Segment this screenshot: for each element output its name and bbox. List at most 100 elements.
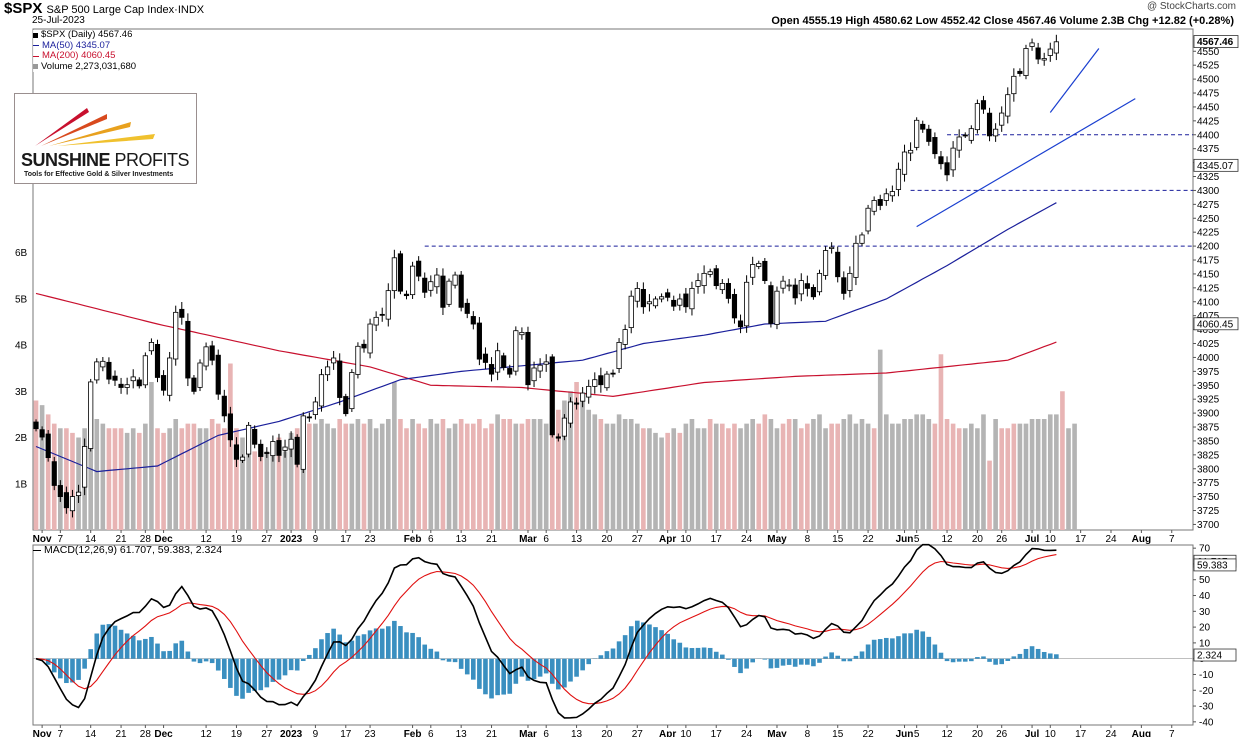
- candle-body: [567, 401, 574, 424]
- candle-body: [331, 357, 337, 364]
- macd-x-label: 17: [340, 729, 352, 737]
- macd-histogram-bar: [531, 658, 537, 680]
- volume-bar: [908, 419, 913, 530]
- volume-bar: [877, 349, 883, 530]
- macd-histogram-bar: [197, 658, 203, 664]
- candle-body: [652, 298, 659, 307]
- candle-body: [798, 280, 804, 295]
- candle-body: [428, 281, 434, 291]
- volume-bar: [458, 419, 464, 530]
- macd-histogram-bar: [671, 639, 677, 659]
- price-x-label: 17: [711, 534, 723, 545]
- candle-body: [1041, 58, 1047, 61]
- macd-histogram-bar: [835, 655, 841, 659]
- macd-histogram-bar: [598, 655, 604, 659]
- price-x-label: 10: [1045, 534, 1057, 545]
- macd-histogram-bar: [1023, 648, 1029, 659]
- candle-body: [513, 330, 519, 372]
- volume-bar: [768, 419, 774, 530]
- macd-histogram-bar: [695, 647, 701, 659]
- macd-x-label: 17: [1075, 729, 1087, 737]
- candle-body: [986, 112, 993, 137]
- macd-histogram-bar: [228, 658, 233, 688]
- candle-body: [999, 112, 1005, 126]
- macd-histogram-bar: [549, 658, 555, 684]
- volume-bar: [76, 437, 81, 530]
- candle-body: [701, 272, 707, 287]
- price-tick-label: 3900: [1197, 409, 1220, 420]
- candle-body: [889, 191, 895, 197]
- candle-body: [488, 364, 495, 375]
- macd-tick-label: 10: [1199, 638, 1211, 649]
- candle-body: [604, 373, 610, 389]
- price-x-label: 5: [914, 534, 920, 545]
- candle-body: [63, 492, 69, 509]
- volume-bar: [209, 419, 215, 530]
- macd-x-label: 12: [941, 729, 953, 737]
- volume-bar: [64, 428, 69, 530]
- macd-histogram-bar: [1017, 653, 1023, 659]
- macd-histogram-bar: [222, 658, 227, 679]
- candle-body: [349, 372, 355, 410]
- volume-bar: [732, 423, 737, 530]
- macd-x-label: Jun: [896, 729, 914, 737]
- candle-body: [88, 381, 94, 449]
- macd-histogram-bar: [319, 639, 324, 659]
- candle-body: [100, 360, 106, 368]
- macd-histogram-bar: [975, 657, 980, 659]
- macd-histogram-bar: [185, 651, 191, 659]
- macd-histogram-bar: [677, 642, 683, 659]
- candle-body: [227, 413, 233, 441]
- candle-body: [1023, 48, 1029, 76]
- macd-x-label: 27: [261, 729, 273, 737]
- volume-bar: [197, 428, 203, 530]
- macd-tag-box: [1193, 558, 1237, 572]
- macd-histogram-bar: [440, 658, 446, 661]
- volume-bar: [130, 428, 136, 530]
- macd-x-label: 23: [365, 729, 377, 737]
- macd-histogram-bar: [659, 630, 664, 659]
- macd-histogram-bar: [398, 626, 403, 659]
- volume-bar: [149, 382, 154, 530]
- candle-body: [167, 357, 173, 396]
- candle-body: [774, 290, 780, 325]
- ohlc-readout: Open 4555.19 High 4580.62 Low 4552.42 Cl…: [771, 15, 1234, 27]
- macd-histogram-bar: [962, 658, 968, 662]
- macd-histogram-bar: [580, 658, 585, 671]
- logo-name: SUNSHINE PROFITS: [21, 150, 190, 170]
- macd-histogram-bar: [877, 639, 883, 659]
- macd-histogram-bar: [276, 658, 282, 680]
- volume-tick-label: 4B: [15, 341, 28, 352]
- macd-tag-box: [1193, 648, 1237, 662]
- macd-histogram-bar: [859, 651, 865, 659]
- candle-body: [446, 280, 452, 305]
- volume-bar: [853, 423, 859, 530]
- volume-bar: [896, 423, 901, 530]
- candle-body: [895, 168, 902, 190]
- macd-x-label: 6: [543, 729, 549, 737]
- price-x-label: 6: [428, 534, 434, 545]
- candle-body: [901, 151, 908, 175]
- volume-bar: [616, 414, 622, 530]
- volume-bar: [143, 423, 148, 530]
- candle-body: [409, 265, 416, 296]
- volume-bar: [337, 419, 343, 530]
- trend-line-short: [1049, 48, 1100, 113]
- logo-sun-rays-icon: [35, 108, 155, 146]
- candle-body: [835, 251, 841, 278]
- candle-body: [124, 384, 130, 388]
- price-x-label: 23: [365, 534, 377, 545]
- volume-bar: [379, 423, 385, 530]
- macd-histogram-bar: [385, 626, 391, 659]
- candle-body: [203, 346, 209, 367]
- volume-bar: [859, 419, 865, 530]
- macd-histogram-bar: [932, 644, 938, 659]
- macd-histogram-bar: [294, 658, 300, 671]
- price-x-label: 27: [261, 534, 273, 545]
- macd-histogram-bar: [622, 635, 628, 659]
- macd-x-label: Mar: [519, 729, 537, 737]
- volume-bar: [610, 423, 616, 530]
- price-tick-label: 3875: [1197, 423, 1220, 434]
- macd-histogram-bar: [379, 628, 385, 659]
- price-tick-label: 4275: [1197, 200, 1220, 211]
